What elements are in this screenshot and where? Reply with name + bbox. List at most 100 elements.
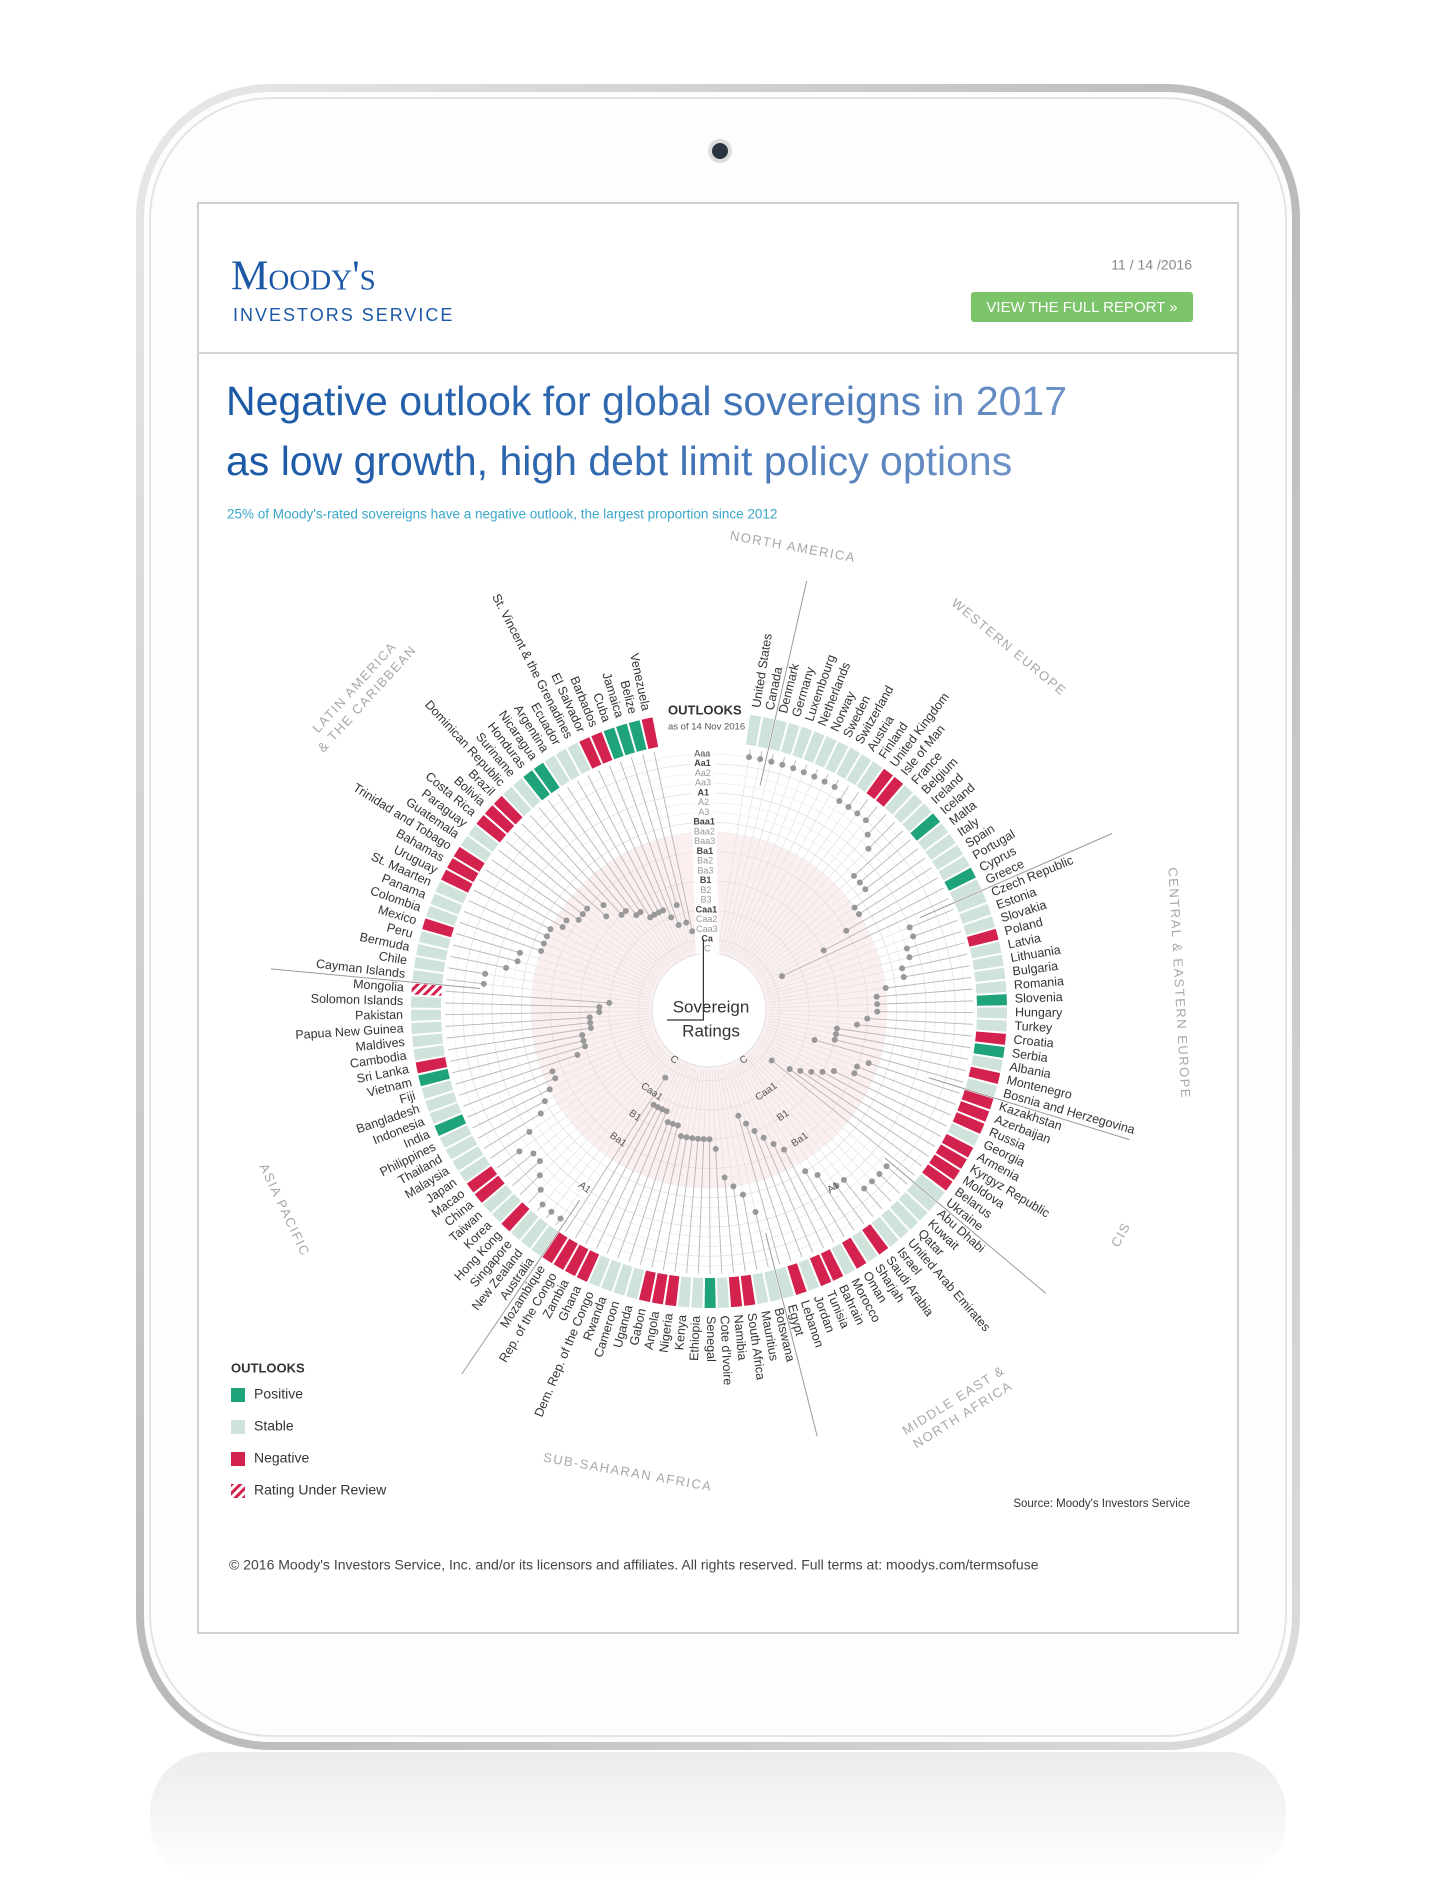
rating-stem xyxy=(538,807,627,912)
scale-label-bg xyxy=(691,797,716,808)
date: 11 / 14 /2016 xyxy=(1111,257,1192,273)
country-label: Romania xyxy=(1013,974,1064,992)
rating-stem xyxy=(445,1011,600,1016)
rating-dot xyxy=(579,1032,586,1039)
rating-dot xyxy=(563,917,570,924)
rating-dot xyxy=(862,886,869,893)
outlook-bar xyxy=(969,941,1002,959)
outlook-bar xyxy=(961,1089,994,1110)
spoke xyxy=(720,751,763,951)
rating-dot xyxy=(856,879,863,886)
rating-stem xyxy=(823,887,944,951)
rating-dot xyxy=(864,1015,871,1022)
rating-stem xyxy=(886,1165,908,1185)
outlook-bar xyxy=(902,803,932,832)
button-label[interactable]: VIEW THE FULL REPORT » xyxy=(986,299,1177,316)
rating-stem xyxy=(446,979,484,985)
country-label: Fiji xyxy=(398,1089,417,1107)
button-background[interactable] xyxy=(971,292,1193,322)
rating-dot xyxy=(622,908,629,915)
rating-stem xyxy=(598,770,664,911)
rating-dot xyxy=(543,933,550,940)
rating-stem xyxy=(871,1181,892,1202)
spoke xyxy=(718,749,751,950)
rating-stem xyxy=(876,988,973,998)
spoke xyxy=(519,1052,666,1195)
outlook-bar xyxy=(555,748,581,781)
country-label: Namibia xyxy=(731,1314,749,1361)
rating-dot xyxy=(768,758,775,765)
rating-dot xyxy=(862,817,869,824)
rating-dot xyxy=(854,1021,861,1028)
outlooks-heading: OUTLOOKS xyxy=(668,702,742,717)
title-line: as low growth, high debt limit policy op… xyxy=(226,438,1012,484)
rating-dot xyxy=(900,973,907,980)
scale-label: Aa1 xyxy=(694,758,711,768)
outlook-bar xyxy=(856,761,883,792)
rating-dot xyxy=(579,911,586,918)
spoke xyxy=(748,1055,883,1210)
outlook-bar xyxy=(613,1263,633,1296)
rating-dot xyxy=(819,1068,826,1075)
outlook-bar xyxy=(871,1216,899,1247)
rating-dot xyxy=(821,778,828,785)
rating-stem xyxy=(505,840,588,909)
outlook-bar xyxy=(976,1019,1007,1032)
rating-stem xyxy=(477,1100,546,1139)
outlook-bar xyxy=(452,1146,484,1171)
spoke xyxy=(747,806,878,964)
rating-stem xyxy=(877,1011,973,1014)
rating-stem xyxy=(456,933,521,954)
scale-label-bg xyxy=(692,827,717,838)
rating-stem xyxy=(732,1186,746,1272)
outlook-bar xyxy=(493,795,523,825)
rating-stem xyxy=(836,1028,971,1049)
scale-label-bg xyxy=(693,856,718,867)
rating-stem xyxy=(912,920,958,937)
outlook-bar xyxy=(947,1123,980,1146)
spoke xyxy=(745,799,869,962)
rating-dot xyxy=(580,1037,587,1044)
center-label: Ratings xyxy=(682,1021,740,1040)
rating-stem xyxy=(885,977,972,989)
rating-dot xyxy=(851,1070,858,1077)
rating-dot xyxy=(712,1145,719,1152)
country-label: Chile xyxy=(378,949,408,967)
center-bracket xyxy=(667,939,705,1021)
rating-stem xyxy=(811,1071,936,1147)
spoke xyxy=(728,760,797,953)
outlook-bar xyxy=(531,1225,558,1256)
outlook-bar xyxy=(716,1277,729,1308)
rating-stem xyxy=(595,1109,663,1249)
rating-stem xyxy=(903,965,970,978)
reflection xyxy=(150,1752,1286,1880)
outlooks-date: as of 14 Nov 2016 xyxy=(668,722,745,733)
outlook-bar xyxy=(944,867,976,891)
outlook-bar xyxy=(678,1276,692,1308)
outlook-bar xyxy=(503,786,532,817)
outlook-bar xyxy=(523,770,550,801)
rating-stem xyxy=(547,800,637,916)
rating-dot xyxy=(668,914,675,921)
outlook-bar xyxy=(929,1154,960,1180)
rating-stem xyxy=(606,1111,668,1254)
country-label: Peru xyxy=(385,921,414,941)
outlook-bar xyxy=(890,1200,919,1230)
rating-stem xyxy=(745,1123,792,1262)
rating-dot xyxy=(873,993,880,1000)
legend-swatch xyxy=(231,1388,245,1402)
rating-dot xyxy=(808,1068,815,1075)
outlook-bar xyxy=(922,1164,953,1191)
outlook-bar xyxy=(831,1243,855,1276)
outlook-bar xyxy=(966,928,999,947)
rating-dot xyxy=(596,1008,603,1015)
rating-stem xyxy=(763,1137,814,1253)
outlook-bar xyxy=(511,1210,539,1240)
outlook-bar xyxy=(875,776,904,807)
rating-dot xyxy=(797,1067,804,1074)
rating-stem xyxy=(834,1039,967,1072)
rating-dot xyxy=(557,1215,564,1222)
outlook-bar xyxy=(435,881,468,904)
outlook-bar xyxy=(542,1232,568,1264)
report-button[interactable]: VIEW THE FULL REPORT » xyxy=(971,292,1193,322)
